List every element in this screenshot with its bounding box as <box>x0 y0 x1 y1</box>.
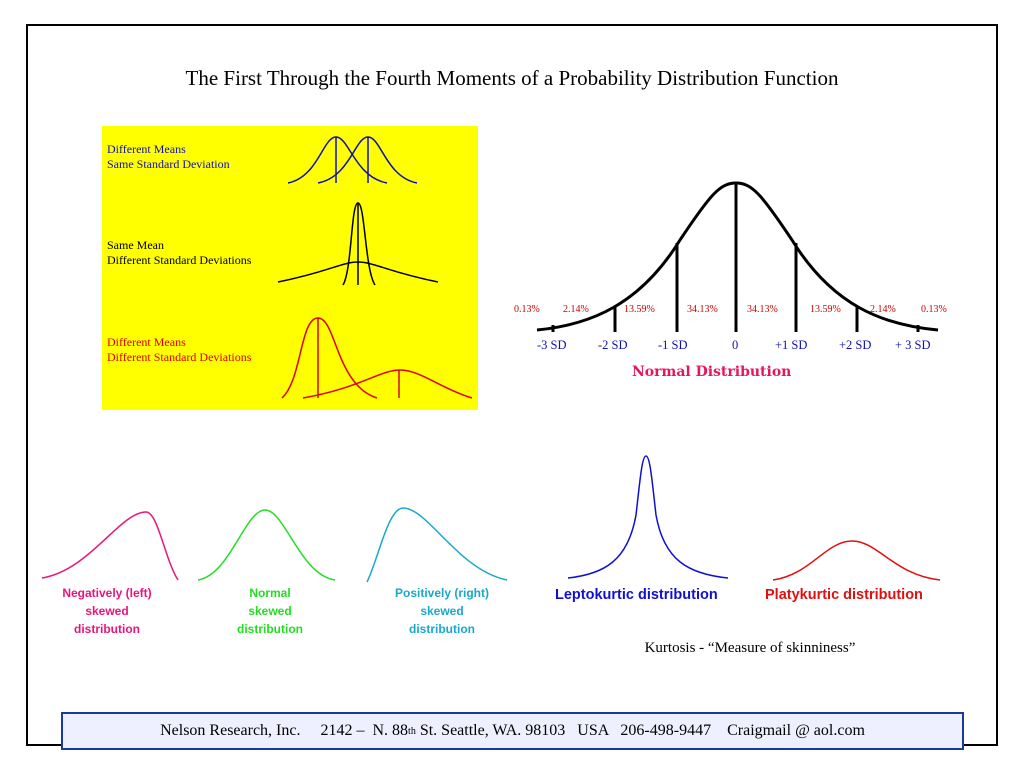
row1-curves <box>287 136 418 184</box>
row1-line2: Same Standard Deviation <box>107 157 230 171</box>
footer-text-part2: St. Seattle, WA. 98103 USA 206-498-9447 … <box>415 722 865 739</box>
leptokurtic-curve <box>567 455 729 579</box>
positive-skew-line1: Positively (right) <box>394 586 489 600</box>
row2-curve-narrow <box>342 202 376 286</box>
sd-label-minus1: -1 SD <box>658 338 688 352</box>
row3-curve-wide <box>302 369 473 399</box>
pct-label-8: 0.13% <box>921 304 947 315</box>
row3-line2: Different Standard Deviations <box>107 350 252 364</box>
normal-distribution <box>536 181 939 332</box>
negative-skew-line1: Negatively (left) <box>62 586 152 600</box>
normal-skew-label: Normal skewed distribution <box>205 584 335 638</box>
negative-skew-label: Negatively (left) skewed distribution <box>42 584 172 638</box>
row2-label: Same Mean Different Standard Deviations <box>107 238 251 268</box>
sd-label-plus1: +1 SD <box>775 338 807 352</box>
positive-skew-curve <box>366 507 508 583</box>
positive-skew-line3: distribution <box>409 622 475 636</box>
moments-panel <box>102 126 478 410</box>
leptokurtic-label: Leptokurtic distribution <box>555 587 718 603</box>
row1-curve-left <box>287 136 388 184</box>
platykurtic-label: Platykurtic distribution <box>765 587 923 603</box>
positive-skew-label: Positively (right) skewed distribution <box>372 584 512 638</box>
footer-superscript: th <box>408 725 416 737</box>
sd-label-zero: 0 <box>732 338 738 352</box>
pct-label-4: 34.13% <box>687 304 718 315</box>
pct-label-7: 2.14% <box>870 304 896 315</box>
pct-label-1: 0.13% <box>514 304 540 315</box>
pct-label-5: 34.13% <box>747 304 778 315</box>
pct-label-2: 2.14% <box>563 304 589 315</box>
sd-label-minus2: -2 SD <box>598 338 628 352</box>
normal-distribution-title: Normal Distribution <box>632 364 791 380</box>
row3-curve-narrow <box>281 317 378 399</box>
normal-skew-line1: Normal <box>249 586 291 600</box>
platykurtic-curve <box>772 540 941 581</box>
negative-skew-line3: distribution <box>74 622 140 636</box>
negative-skew-line2: skewed <box>85 604 129 618</box>
sd-label-plus2: +2 SD <box>839 338 871 352</box>
negative-skew-curve <box>41 511 179 581</box>
sd-label-minus3: -3 SD <box>537 338 567 352</box>
positive-skew-line2: skewed <box>420 604 464 618</box>
row3-curves <box>281 317 473 399</box>
row1-label: Different Means Same Standard Deviation <box>107 142 230 172</box>
normal-skew-line2: skewed <box>248 604 292 618</box>
row3-line1: Different Means <box>107 335 186 349</box>
row2-line1: Same Mean <box>107 238 164 252</box>
pct-label-6: 13.59% <box>810 304 841 315</box>
normal-skew-line3: distribution <box>237 622 303 636</box>
row2-line2: Different Standard Deviations <box>107 253 252 267</box>
pct-label-3: 13.59% <box>624 304 655 315</box>
row3-label: Different Means Different Standard Devia… <box>107 335 251 365</box>
page-title: The First Through the Fourth Moments of … <box>185 66 839 90</box>
row2-curves <box>277 202 439 286</box>
sd-label-plus3: + 3 SD <box>895 338 931 352</box>
normal-skew-curve <box>197 509 336 581</box>
footer-text-part1: Nelson Research, Inc. 2142 – N. 88 <box>160 722 409 739</box>
row1-line1: Different Means <box>107 142 186 156</box>
kurtosis-caption: Kurtosis - “Measure of skinniness” <box>644 640 856 656</box>
